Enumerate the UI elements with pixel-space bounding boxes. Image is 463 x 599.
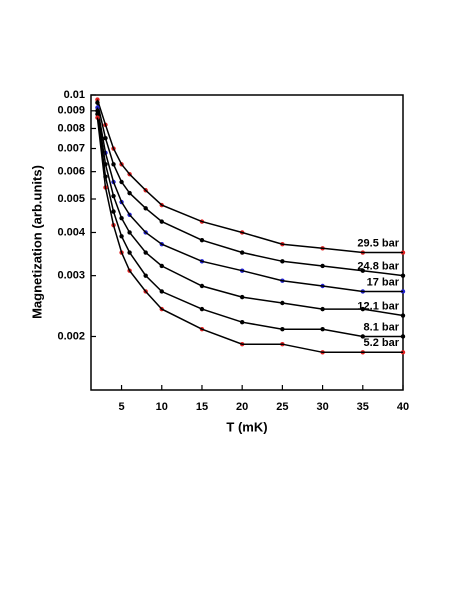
- y-tick-label: 0.002: [57, 330, 85, 342]
- fit-curve: [96, 114, 403, 338]
- plot-frame: [90, 94, 404, 391]
- y-tick-label: 0.008: [57, 122, 85, 134]
- y-tick-label: 0.01: [64, 89, 85, 101]
- x-tick-label: 25: [276, 401, 288, 413]
- y-tick-label: 0.004: [57, 226, 85, 238]
- series-label: 29.5 bar: [357, 237, 399, 249]
- x-axis-label: T (mK): [226, 419, 267, 434]
- data-point: [95, 111, 100, 117]
- x-tick-label: 40: [397, 401, 409, 413]
- fit-curve: [96, 107, 403, 293]
- series-label: 17 bar: [367, 276, 400, 288]
- fit-curve: [96, 110, 404, 317]
- x-tick-label: 30: [316, 401, 328, 413]
- x-tick-label: 5: [118, 401, 124, 413]
- series-label: 8.1 bar: [364, 321, 400, 333]
- fit-curve: [96, 117, 403, 354]
- fit-curve: [96, 99, 403, 254]
- series-label: 24.8 bar: [357, 261, 399, 273]
- y-tick-label: 0.007: [57, 142, 85, 154]
- y-tick-label: 0.005: [57, 193, 85, 205]
- y-tick-label: 0.003: [57, 270, 85, 282]
- data-point: [95, 97, 100, 102]
- x-tick-label: 15: [196, 401, 208, 413]
- x-tick-label: 10: [156, 401, 168, 413]
- x-tick-label: 20: [236, 401, 248, 413]
- y-tick-label: 0.009: [57, 105, 85, 117]
- y-tick-label: 0.006: [57, 166, 85, 178]
- y-axis-label: Magnetization (arb.units): [29, 165, 44, 319]
- data-point: [400, 313, 406, 318]
- series-label: 5.2 bar: [364, 337, 400, 349]
- data-point: [400, 273, 406, 278]
- x-tick-label: 35: [357, 401, 369, 413]
- series-label: 12.1 bar: [357, 300, 399, 312]
- fit-curve: [96, 102, 404, 277]
